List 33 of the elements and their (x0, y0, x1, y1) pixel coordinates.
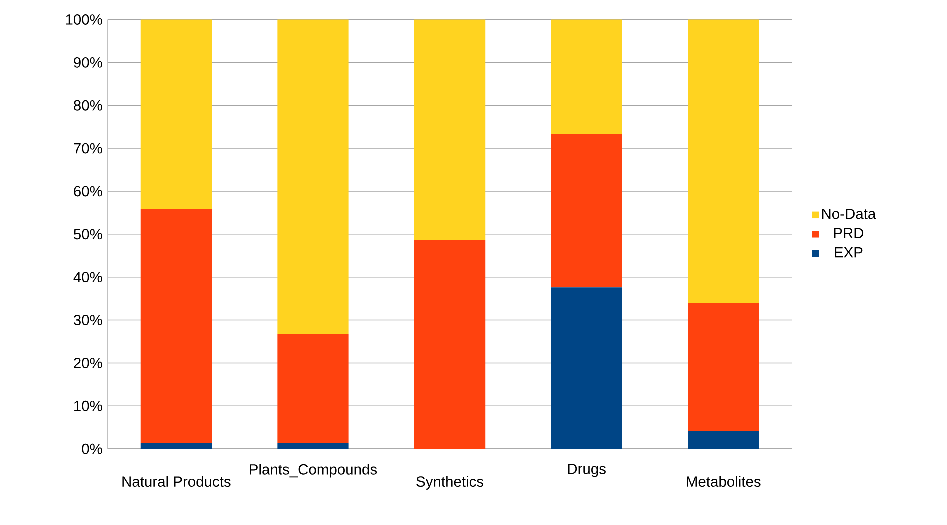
legend-label: PRD (834, 228, 864, 238)
bar (414, 20, 486, 240)
bar (414, 240, 486, 450)
bar (551, 288, 622, 450)
y-tick-label: 10% (74, 400, 102, 412)
y-tick-label: 60% (74, 186, 102, 197)
y-tick-label: 90% (74, 57, 102, 68)
x-tick-label: Plants_Compounds (250, 464, 378, 478)
bar (278, 20, 349, 334)
y-tick-label: 70% (74, 143, 102, 154)
x-tick-label: Drugs (568, 464, 606, 478)
y-tick-label: 30% (74, 315, 102, 326)
x-tick-label: Metabolites (687, 476, 761, 487)
bar (140, 209, 212, 444)
y-tick-label: 40% (74, 272, 102, 283)
bar (688, 20, 760, 304)
bar (688, 304, 760, 432)
bar (278, 334, 349, 444)
bar (551, 134, 622, 288)
y-tick-label: 20% (74, 358, 102, 368)
legend-label: EXP (835, 247, 863, 258)
y-tick-label: 100% (66, 14, 102, 25)
y-tick-label: 80% (74, 100, 102, 111)
bar (278, 443, 349, 450)
y-tick-label: 50% (74, 229, 102, 240)
bar (140, 443, 212, 450)
x-tick-label: Synthetics (416, 476, 484, 490)
bar (140, 20, 212, 210)
y-tick-label: 0% (82, 444, 102, 454)
x-tick-label: Natural Products (122, 476, 231, 487)
bar (551, 20, 622, 134)
legend-label: No-Data (822, 208, 876, 220)
bar (688, 431, 760, 450)
